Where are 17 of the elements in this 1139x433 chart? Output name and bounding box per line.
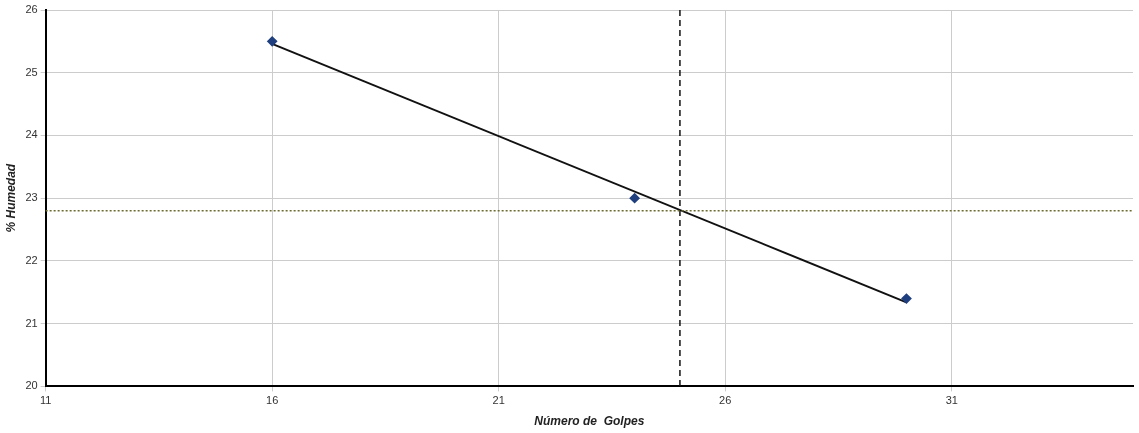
y-tick-label: 26 (25, 3, 38, 16)
y-axis-title: % Humedad (3, 163, 18, 233)
x-axis-title: Número de Golpes (534, 414, 645, 429)
y-tick-label: 24 (25, 128, 38, 141)
x-tick-label: 21 (492, 394, 505, 407)
y-tick-label: 23 (25, 191, 38, 204)
point (901, 293, 912, 304)
point (267, 36, 278, 47)
x-tick-label: 16 (266, 394, 279, 407)
y-tick-label: 20 (25, 379, 38, 392)
y-tick-label: 25 (25, 65, 38, 78)
x-tick-label: 31 (945, 394, 958, 407)
y-tick-label: 21 (25, 316, 38, 329)
y-tick-label: 22 (25, 253, 38, 266)
point (629, 193, 640, 204)
x-tick-label: 11 (39, 394, 52, 407)
x-tick-label: 26 (719, 394, 732, 407)
